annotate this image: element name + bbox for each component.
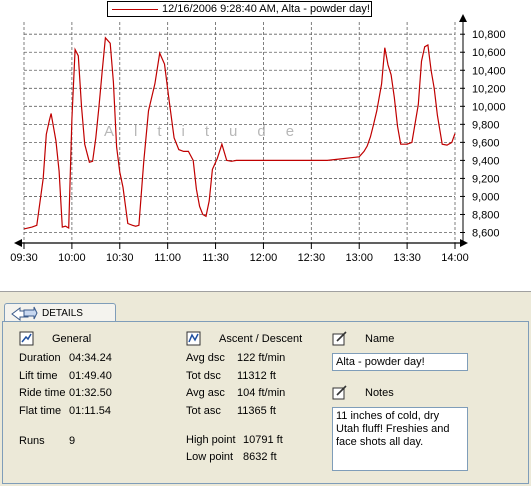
x-tick-label: 11:30	[202, 252, 229, 264]
y-tick-label: 10,000	[472, 101, 506, 113]
y-tick-label: 10,600	[472, 47, 506, 59]
x-axis-arrow-left	[14, 239, 22, 247]
edit-notes-icon	[332, 385, 347, 400]
notes-heading: Notes	[365, 386, 394, 399]
x-tick-label: 12:30	[298, 252, 326, 264]
general-heading: General	[52, 332, 92, 345]
x-axis-arrow-right	[460, 239, 468, 247]
general-stat-label: Lift time	[19, 369, 58, 382]
high-point-value: 10791 ft	[243, 434, 283, 446]
general-stat-row: Ride time 01:32.50	[19, 387, 112, 399]
edit-name-icon	[332, 331, 347, 346]
ascent-stat-label: Tot asc	[186, 404, 221, 417]
runs-value: 9	[69, 435, 76, 447]
runs-row: Runs 9	[19, 435, 75, 447]
x-tick-label: 13:30	[393, 252, 421, 264]
altitude-chart: 8,600 8,800 9,000 9,200 9,400 9,600 9,800 10,00…	[10, 14, 506, 264]
ascent-descent-icon	[186, 331, 201, 346]
ascent-stat-row: Avg asc 104 ft/min	[186, 387, 285, 399]
ascent-stat-row: Avg dsc 122 ft/min	[186, 352, 285, 364]
ascent-heading: Ascent / Descent	[219, 332, 303, 345]
chart-watermark: Altitude	[104, 123, 315, 140]
ascent-stat-value: 11312 ft	[237, 369, 276, 382]
high-point-row: High point 10791 ft	[186, 434, 283, 446]
general-stat-label: Flat time	[19, 404, 62, 417]
general-section-header: General	[19, 331, 91, 346]
name-heading: Name	[365, 332, 395, 345]
runs-label: Runs	[19, 435, 45, 447]
notes-section-header: Notes	[332, 385, 394, 400]
y-tick-label: 9,200	[472, 173, 500, 185]
altitude-chart-panel: 8,600 8,800 9,000 9,200 9,400 9,600 9,800 10,00…	[0, 0, 531, 292]
route-arrows-icon	[11, 306, 38, 321]
legend-swatch	[112, 8, 158, 10]
notes-textarea[interactable]: 11 inches of cold, dry Utah fluff! Fresh…	[332, 407, 468, 471]
name-section-header: Name	[332, 331, 394, 346]
details-tab-label: DETAILS	[42, 307, 83, 319]
high-point-label: High point	[186, 434, 236, 446]
general-stat-value: 01:11.54	[69, 404, 112, 417]
general-stat-row: Duration 04:34.24	[19, 352, 112, 364]
low-point-label: Low point	[186, 451, 234, 463]
low-point-value: 8632 ft	[243, 451, 277, 463]
x-tick-label: 10:30	[106, 252, 134, 264]
general-stat-row: Lift time 01:49.40	[19, 370, 112, 382]
y-tick-label: 10,200	[472, 83, 506, 95]
ascent-stat-label: Avg dsc	[186, 352, 225, 364]
low-point-row: Low point 8632 ft	[186, 451, 277, 463]
ascent-stat-value: 11365 ft	[237, 404, 276, 417]
details-panel: DETAILS General Duration 04:34.24 Lift tim…	[0, 298, 531, 486]
y-axis-arrow	[459, 14, 467, 22]
details-body: General Duration 04:34.24 Lift time 01:49.4…	[2, 321, 529, 484]
y-tick-label: 8,800	[472, 209, 500, 221]
y-tick-label: 9,400	[472, 155, 500, 167]
ascent-stat-row: Tot dsc 11312 ft	[186, 370, 276, 382]
chart-legend: 12/16/2006 9:28:40 AM, Alta - powder day…	[107, 1, 372, 17]
y-tick-label: 9,600	[472, 137, 500, 149]
ascent-stat-value: 122 ft/min	[237, 352, 286, 364]
general-stat-label: Duration	[19, 352, 61, 364]
general-stat-row: Flat time 01:11.54	[19, 405, 111, 417]
ascent-stat-row: Tot asc 11365 ft	[186, 405, 276, 417]
y-tick-label: 9,000	[472, 191, 500, 203]
general-stat-value: 01:32.50	[69, 387, 112, 399]
general-stat-value: 04:34.24	[69, 352, 112, 364]
y-tick-label: 10,800	[472, 29, 506, 41]
y-tick-label: 10,400	[472, 65, 506, 77]
x-tick-label: 12:00	[250, 252, 278, 264]
x-tick-label: 10:00	[58, 252, 86, 264]
general-stat-label: Ride time	[19, 387, 66, 399]
x-tick-label: 11:00	[154, 252, 181, 264]
ascent-section-header: Ascent / Descent	[186, 331, 302, 346]
details-tab[interactable]: DETAILS	[4, 303, 116, 322]
ascent-stat-value: 104 ft/min	[237, 387, 286, 399]
name-input[interactable]: Alta - powder day!	[332, 353, 468, 371]
legend-label: 12/16/2006 9:28:40 AM, Alta - powder day…	[162, 3, 370, 15]
y-tick-label: 9,800	[472, 119, 500, 131]
general-stats-icon	[19, 331, 34, 346]
x-tick-label: 09:30	[10, 252, 38, 264]
general-stat-value: 01:49.40	[69, 369, 112, 382]
altitude-series-line	[23, 36, 456, 230]
ascent-stat-label: Tot dsc	[186, 369, 221, 382]
x-tick-label: 13:00	[345, 252, 373, 264]
x-tick-label: 14:00	[441, 252, 469, 264]
ascent-stat-label: Avg asc	[186, 387, 225, 399]
y-tick-label: 8,600	[472, 227, 500, 239]
